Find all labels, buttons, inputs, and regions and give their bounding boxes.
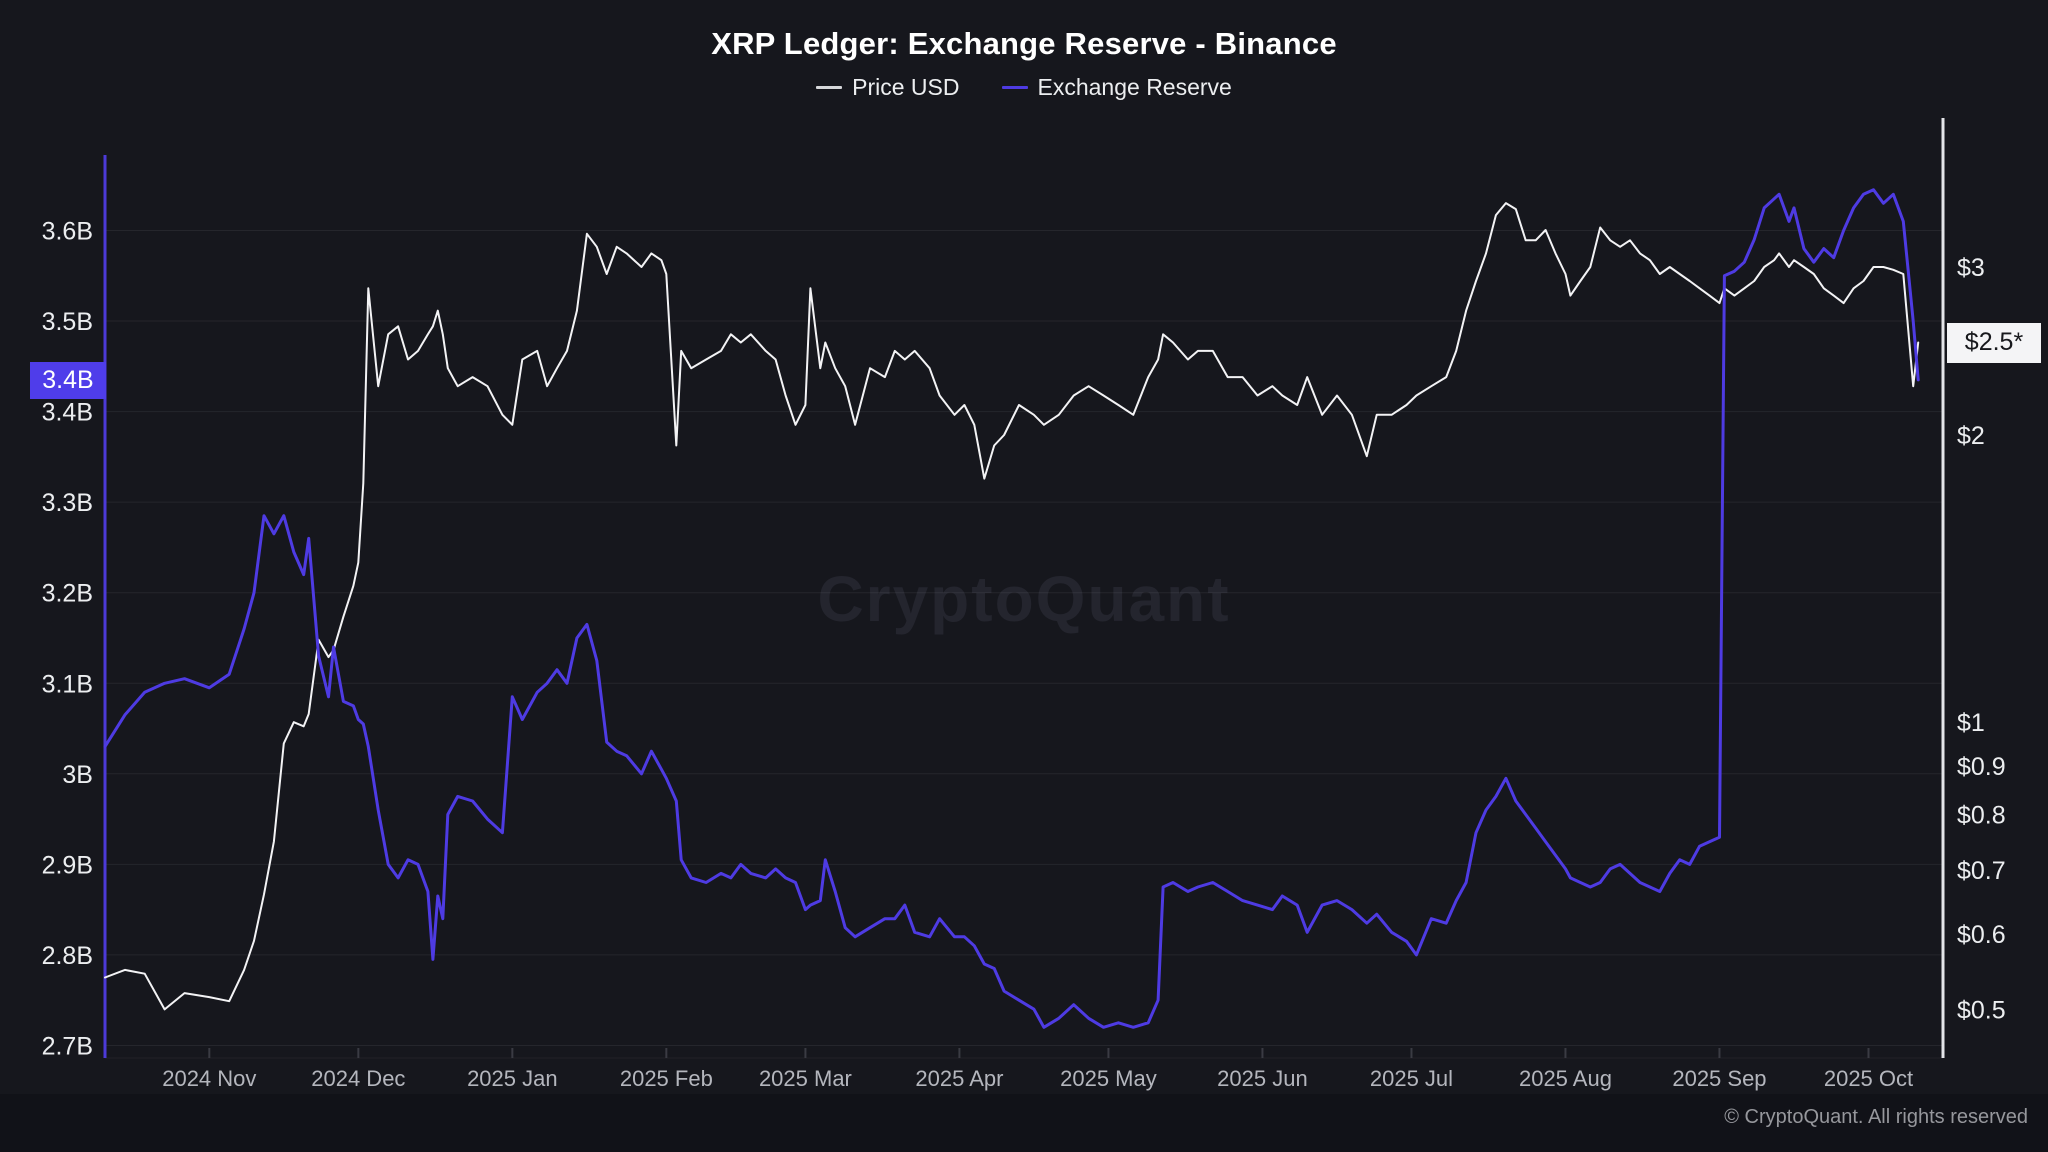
x-tick-label: 2025 Sep [1672,1066,1766,1091]
copyright-text: © CryptoQuant. All rights reserved [1724,1106,2028,1128]
legend-label: Exchange Reserve [1037,74,1232,100]
x-tick-label: 2025 Feb [620,1066,713,1091]
x-tick-label: 2025 Apr [915,1066,1003,1091]
x-tick-label: 2025 Oct [1824,1066,1913,1091]
page-title: XRP Ledger: Exchange Reserve - Binance [711,26,1337,61]
x-tick-label: 2025 May [1060,1066,1157,1091]
legend-item-price-usd[interactable]: Price USD [816,74,960,101]
price-current-value: $2.5* [1964,328,2024,357]
x-tick-label: 2025 Mar [759,1066,852,1091]
legend-item-exchange-reserve[interactable]: Exchange Reserve [1001,74,1232,101]
x-tick-label: 2025 Jan [467,1066,558,1091]
x-tick-label: 2025 Aug [1519,1066,1612,1091]
right-tick-label: $2 [1957,422,1985,450]
x-tick-label: 2025 Jun [1217,1066,1308,1091]
left-tick-label: 2.9B [42,851,93,879]
left-tick-label: 3.2B [42,580,93,608]
price-current-value-badge: $2.5* [1947,322,2041,363]
right-tick-label: $0.9 [1957,753,2006,781]
left-tick-label: 3.1B [42,670,93,698]
left-tick-label: 2.8B [42,942,93,970]
left-tick-label: 3.6B [42,218,93,246]
left-tick-label: 2.7B [42,1032,93,1060]
left-tick-label: 3B [62,761,93,789]
series-line-exchange-reserve [103,188,1920,1029]
price-usd-swatch-icon [816,86,843,89]
left-tick-label: 3.3B [42,489,93,517]
x-tick-label: 2024 Dec [311,1066,405,1091]
right-tick-label: $0.7 [1957,857,2006,885]
reserve-current-value-badge: 3.4B [30,361,106,399]
reserve-current-value: 3.4B [42,365,94,394]
legend-label: Price USD [852,74,960,100]
right-tick-label: $0.5 [1957,996,2006,1024]
chart-legend: Price USD Exchange Reserve [0,74,2048,101]
series-line-price-usd [104,202,1920,1011]
right-tick-label: $0.8 [1957,802,2006,830]
right-tick-label: $1 [1957,709,1985,737]
footer-bar: © CryptoQuant. All rights reserved [0,1094,2048,1152]
x-tick-label: 2025 Jul [1370,1066,1453,1091]
exchange-reserve-swatch-icon [1001,86,1028,89]
right-tick-label: $0.6 [1957,921,2006,949]
right-tick-label: $3 [1957,254,1985,282]
cryptoquant-watermark: CryptoQuant [817,563,1231,635]
left-tick-label: 3.4B [42,399,93,427]
x-tick-label: 2024 Nov [162,1066,256,1091]
left-tick-label: 3.5B [42,308,93,336]
